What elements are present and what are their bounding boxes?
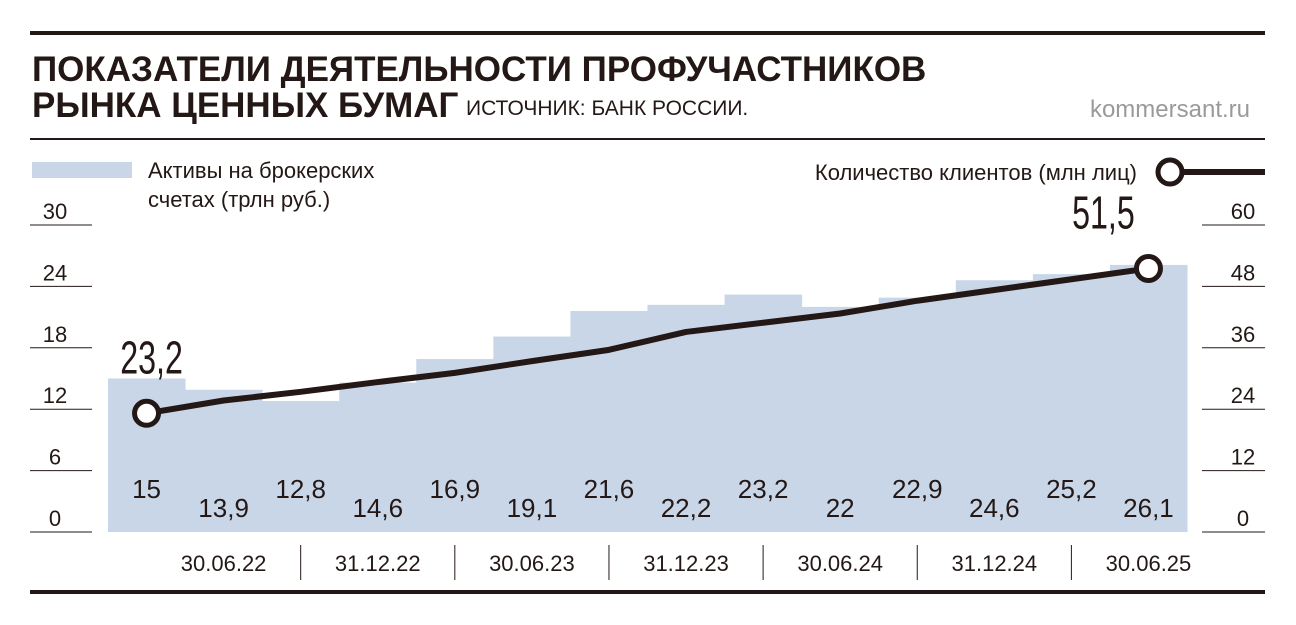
y2-tick-label: 0 bbox=[1237, 506, 1249, 531]
bar bbox=[801, 306, 880, 532]
bar bbox=[955, 280, 1034, 532]
title-line: РЫНКА ЦЕННЫХ БУМАГ bbox=[32, 86, 459, 125]
legend-label: Количество клиентов (млн лиц) bbox=[815, 160, 1137, 185]
x-tick-label: 31.12.23 bbox=[643, 551, 729, 576]
y-tick-label: 24 bbox=[43, 260, 67, 285]
title-line: ПОКАЗАТЕЛИ ДЕЯТЕЛЬНОСТИ ПРОФУЧАСТНИКОВ bbox=[32, 50, 926, 89]
y-tick-label: 12 bbox=[43, 383, 67, 408]
legend-label: Активы на брокерских счетах (трлн руб.) bbox=[148, 158, 375, 212]
bar bbox=[724, 294, 803, 532]
x-tick-label: 30.06.23 bbox=[489, 551, 575, 576]
bar-value-label: 13,9 bbox=[198, 493, 249, 523]
bar-value-label: 15 bbox=[132, 474, 161, 504]
bar-value-label: 14,6 bbox=[352, 493, 403, 523]
line-value-label: 23,2 bbox=[120, 333, 183, 384]
y2-tick-label: 48 bbox=[1231, 260, 1255, 285]
x-tick-label: 31.12.24 bbox=[952, 551, 1038, 576]
line-value-label: 51,5 bbox=[1072, 188, 1135, 239]
line-marker bbox=[132, 398, 162, 428]
bar-value-label: 25,2 bbox=[1046, 474, 1097, 504]
x-tick-label: 30.06.22 bbox=[181, 551, 267, 576]
x-tick-label: 31.12.22 bbox=[335, 551, 421, 576]
source: ИСТОЧНИК: БАНК РОССИИ. bbox=[466, 97, 748, 120]
bar bbox=[878, 297, 957, 532]
bar-value-label: 21,6 bbox=[584, 474, 635, 504]
legend-marker bbox=[1155, 157, 1185, 187]
y2-tick-label: 24 bbox=[1231, 383, 1255, 408]
bar bbox=[416, 359, 494, 532]
bar-value-label: 26,1 bbox=[1123, 493, 1174, 523]
y2-tick-label: 36 bbox=[1231, 322, 1255, 347]
y2-tick-label: 60 bbox=[1231, 199, 1255, 224]
x-tick-label: 30.06.25 bbox=[1106, 551, 1192, 576]
x-tick-label: 30.06.24 bbox=[797, 551, 883, 576]
y2-tick-label: 12 bbox=[1231, 445, 1255, 470]
line bbox=[146, 265, 1149, 417]
bar-value-label: 22,9 bbox=[892, 474, 943, 504]
bar-value-label: 16,9 bbox=[430, 474, 481, 504]
bar-value-label: 23,2 bbox=[738, 474, 789, 504]
y-tick-label: 18 bbox=[43, 322, 67, 347]
bar bbox=[1032, 274, 1111, 532]
bar bbox=[647, 304, 726, 532]
bar bbox=[339, 382, 417, 532]
bar-value-label: 24,6 bbox=[969, 493, 1020, 523]
bar bbox=[1109, 264, 1188, 532]
bar-value-label: 12,8 bbox=[275, 474, 326, 504]
site: kommersant.ru bbox=[1090, 96, 1250, 123]
y-tick-label: 6 bbox=[49, 445, 61, 470]
y-tick-label: 30 bbox=[43, 199, 67, 224]
legend-swatch bbox=[32, 162, 132, 178]
bar bbox=[262, 401, 340, 532]
bar-value-label: 22,2 bbox=[661, 493, 712, 523]
y-tick-label: 0 bbox=[49, 506, 61, 531]
bar bbox=[493, 336, 571, 532]
bar-value-label: 22 bbox=[826, 493, 855, 523]
bar bbox=[185, 389, 263, 532]
line-marker bbox=[1133, 253, 1163, 283]
bar-value-label: 19,1 bbox=[507, 493, 558, 523]
